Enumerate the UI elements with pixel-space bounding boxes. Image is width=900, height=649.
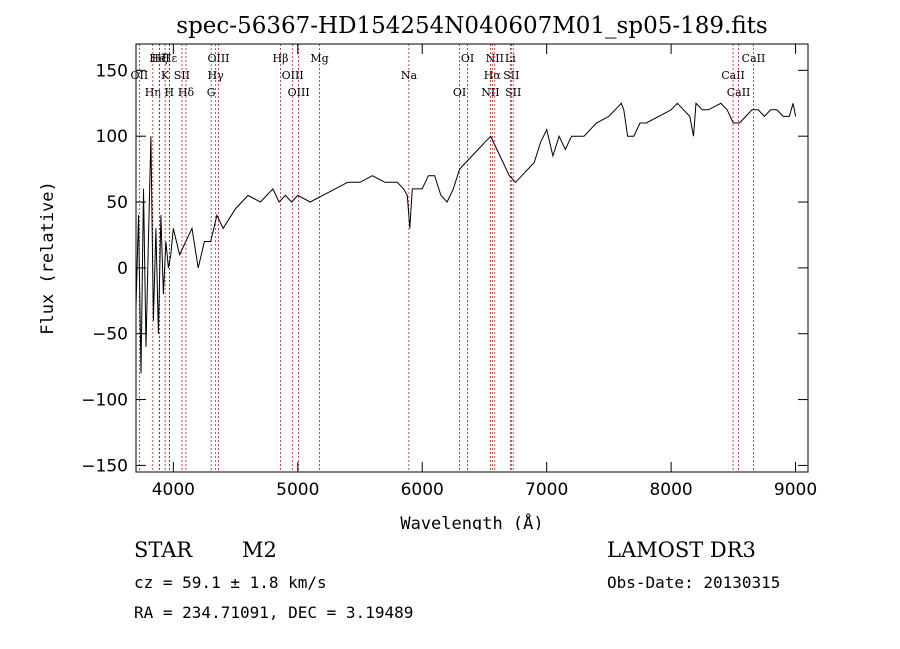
x-tick-label: 9000 bbox=[774, 480, 817, 500]
spectrum-line bbox=[135, 102, 797, 374]
line-marker-label: K bbox=[161, 69, 170, 82]
line-marker-label: Hγ bbox=[208, 69, 225, 82]
chart-title: spec-56367-HD154254N040607M01_sp05-189.f… bbox=[176, 13, 767, 39]
object-subclass: M2 bbox=[242, 538, 277, 562]
line-marker-label: HeI bbox=[149, 52, 169, 65]
object-class: STAR bbox=[134, 538, 193, 562]
y-tick-label: 150 bbox=[96, 61, 128, 81]
line-marker-label: CaII bbox=[721, 69, 745, 82]
line-marker-label: OIII bbox=[282, 69, 304, 82]
line-marker-label: SII bbox=[174, 69, 190, 82]
observation-date: Obs-Date: 20130315 bbox=[607, 573, 781, 592]
y-tick-label: 50 bbox=[106, 193, 128, 213]
spectrum-chart: spec-56367-HD154254N040607M01_sp05-189.f… bbox=[38, 13, 817, 530]
redshift-velocity: cz = 59.1 ± 1.8 km/s bbox=[134, 573, 327, 592]
y-tick-label: −150 bbox=[81, 456, 128, 476]
line-marker-label: SII bbox=[505, 86, 521, 99]
survey-name: LAMOST DR3 bbox=[607, 538, 756, 562]
x-tick-label: 6000 bbox=[401, 480, 444, 500]
line-marker-label: Li bbox=[505, 52, 516, 65]
line-marker-label: OI bbox=[453, 86, 466, 99]
line-marker-label: SII bbox=[503, 69, 519, 82]
x-tick-label: 8000 bbox=[649, 480, 692, 500]
line-marker-label: NII bbox=[481, 86, 499, 99]
x-tick-label: 5000 bbox=[276, 480, 319, 500]
line-marker-label: Hε bbox=[162, 52, 178, 65]
line-marker-label: Na bbox=[401, 69, 418, 82]
line-marker-label: H bbox=[165, 86, 175, 99]
sky-coordinates: RA = 234.71091, DEC = 3.19489 bbox=[134, 603, 414, 622]
line-marker-label: OIII bbox=[288, 86, 310, 99]
line-marker-label: Mg bbox=[310, 52, 328, 65]
line-marker-label: Hα bbox=[484, 69, 502, 82]
y-axis-label: Flux (relative) bbox=[38, 181, 58, 335]
line-marker-label: Hβ bbox=[273, 52, 289, 65]
line-marker-label: Hη bbox=[145, 86, 161, 99]
line-marker-label: NII bbox=[486, 52, 504, 65]
y-tick-label: 0 bbox=[117, 259, 128, 279]
line-marker-label: Hδ bbox=[178, 86, 195, 99]
line-marker-label: OII bbox=[131, 69, 149, 82]
line-marker-label: OI bbox=[461, 52, 474, 65]
x-tick-label: 4000 bbox=[152, 480, 195, 500]
plot-frame bbox=[135, 43, 809, 473]
x-tick-label: 7000 bbox=[525, 480, 568, 500]
y-tick-label: −50 bbox=[92, 325, 128, 345]
line-marker-label: OIII bbox=[207, 52, 229, 65]
line-marker-label: Hζ bbox=[152, 52, 168, 65]
x-axis-label: Wavelength (Å) bbox=[400, 512, 543, 530]
line-marker-label: G bbox=[207, 86, 216, 99]
line-marker-label: CaII bbox=[727, 86, 751, 99]
y-tick-label: 100 bbox=[96, 127, 128, 147]
y-tick-label: −100 bbox=[81, 391, 128, 411]
line-marker-label: CaII bbox=[742, 52, 766, 65]
